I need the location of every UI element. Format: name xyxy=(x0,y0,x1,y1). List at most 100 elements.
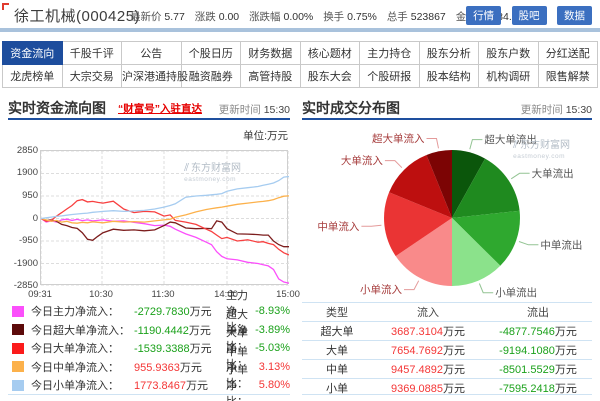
legend-swatch-small xyxy=(12,379,24,391)
flow-legend: 今日主力净流入： -2729.7830万元 主力净比： -8.93% 今日超大单净… xyxy=(12,290,290,401)
header-buttons: 行情 股吧 数据 xyxy=(460,6,592,25)
money-flow-panel-header: 实时资金流向图 “财富号”入驻直达 更新时间 15:30 xyxy=(8,98,290,120)
table-row: 小单 9369.0885万元 -7595.2418万元 xyxy=(302,378,592,398)
inflow-value: 9457.4892 xyxy=(391,364,443,376)
tab-financial-data[interactable]: 财务数据 xyxy=(240,41,301,65)
table-header-row: 类型 流入 流出 xyxy=(302,302,592,322)
tab-margin-trading[interactable]: 融资融券 xyxy=(180,64,241,88)
x-axis-tick: 10:30 xyxy=(89,289,113,300)
legend-value: -1539.3388 xyxy=(134,343,190,356)
outflow-value: -8501.5529 xyxy=(499,364,555,376)
pie-slice xyxy=(426,150,452,218)
pie-slice-label: 大单流入 xyxy=(341,154,383,167)
flow-line xyxy=(41,175,289,220)
data-button[interactable]: 数据 xyxy=(557,6,592,25)
tab-dragon-tiger[interactable]: 龙虎榜单 xyxy=(2,64,63,88)
tab-holder-analysis[interactable]: 股东分析 xyxy=(418,41,479,65)
unit-label: 单位:万元 xyxy=(243,130,288,142)
table-row: 超大单 3687.3104万元 -4877.7546万元 xyxy=(302,321,592,341)
money-flow-title: 实时资金流向图 xyxy=(8,100,106,116)
tab-shareholder-meeting[interactable]: 股东大会 xyxy=(299,64,360,88)
legend-value: -2729.7830 xyxy=(134,306,190,319)
pie-slice xyxy=(395,218,452,286)
legend-ratio: 5.80% xyxy=(258,379,290,392)
inflow-value: 7654.7692 xyxy=(391,345,443,357)
flow-line xyxy=(41,217,289,284)
stat-value: 5.77 xyxy=(164,11,185,23)
y-axis-tick: 950 xyxy=(22,190,38,201)
y-axis-tick: 2850 xyxy=(16,145,38,156)
tab-stock-calendar[interactable]: 个股日历 xyxy=(180,41,241,65)
pie-slice xyxy=(452,158,520,218)
legend-row-large: 今日大单净流入： -1539.3388万元 大单净比： -5.03% xyxy=(12,327,290,371)
legend-row-medium: 今日中单净流入： 955.9363万元 中单净比： 3.13% xyxy=(12,346,290,390)
update-time: 更新时间 15:30 xyxy=(218,104,290,116)
watermark: ⫽ 东方财富网 eastmoney.com xyxy=(513,139,570,161)
header: 徐工机械(000425) 最新价 5.77 涨跌 0.00 涨跌幅 0.00% … xyxy=(0,0,600,28)
tab-main-positions[interactable]: 主力持仓 xyxy=(359,41,420,65)
tab-block-trades[interactable]: 大宗交易 xyxy=(61,64,122,88)
tab-announcements[interactable]: 公告 xyxy=(121,41,182,65)
x-axis-tick: 09:31 xyxy=(28,289,52,300)
legend-swatch-xl xyxy=(12,324,24,336)
tab-share-structure[interactable]: 股本结构 xyxy=(418,64,479,88)
money-flow-chart: 2850 1900 950 0 -950 -1900 -2850 ⫽ 东方财富网 eastmo… xyxy=(8,145,300,300)
line-chart-svg xyxy=(41,151,289,286)
tab-hk-connect[interactable]: 沪深港通持股 xyxy=(121,64,188,88)
pie-slice xyxy=(452,210,520,266)
pie-slice-label: 中单流出 xyxy=(540,238,582,251)
stat-label: 涨跌 xyxy=(194,11,216,23)
stat-label: 涨跌幅 xyxy=(249,11,281,23)
watermark-logo-icon: ⫽ xyxy=(184,162,189,174)
y-axis-tick: -2850 xyxy=(13,280,38,291)
tab-dividends[interactable]: 分红送配 xyxy=(537,41,598,65)
pie-slice-label: 超大单流出 xyxy=(484,133,537,146)
guba-button[interactable]: 股吧 xyxy=(511,6,547,25)
pie-slice-label: 小单流出 xyxy=(495,286,537,299)
quote-button[interactable]: 行情 xyxy=(466,6,502,25)
tab-core-themes[interactable]: 核心题材 xyxy=(299,41,360,65)
pie-slice-label: 超大单流入 xyxy=(372,132,425,145)
inflow-value: 3687.3104 xyxy=(391,326,443,338)
money-flow-panel: 实时资金流向图 “财富号”入驻直达 更新时间 15:30 单位:万元 2850 1… xyxy=(8,98,300,401)
tab-research-reports[interactable]: 个股研报 xyxy=(359,64,420,88)
legend-ratio: -3.89% xyxy=(255,323,290,336)
legend-value: 955.9363 xyxy=(134,361,180,374)
pie-slice xyxy=(389,155,452,218)
tab-lockup-release[interactable]: 限售解禁 xyxy=(537,64,598,88)
legend-ratio: -5.03% xyxy=(255,342,290,355)
table-row: 大单 7654.7692万元 -9194.1080万元 xyxy=(302,340,592,360)
flow-line xyxy=(41,217,289,248)
legend-swatch-medium xyxy=(12,361,24,373)
legend-ratio: -8.93% xyxy=(255,305,290,318)
pie-slice-label: 大单流出 xyxy=(532,167,574,180)
tab-capital-flow[interactable]: 资金流向 xyxy=(2,41,63,65)
stat-value: 0.75% xyxy=(347,11,377,23)
tab-stock-comments[interactable]: 千股千评 xyxy=(61,41,122,65)
distribution-panel-header: 实时成交分布图 更新时间 15:30 xyxy=(302,98,592,120)
pie-slice-label: 中单流入 xyxy=(317,220,359,233)
legend-row-xl: 今日超大单净流入： -1190.4442万元 超大单净比： -3.89% xyxy=(12,309,290,353)
stat-label: 换手 xyxy=(323,11,345,23)
distribution-table: 类型 流入 流出 超大单 3687.3104万元 -4877.7546万元 大单… xyxy=(302,302,592,398)
pie-slice xyxy=(384,192,452,257)
distribution-title: 实时成交分布图 xyxy=(302,100,400,116)
legend-swatch-main xyxy=(12,305,24,317)
tab-institution-survey[interactable]: 机构调研 xyxy=(478,64,539,88)
corner-mark xyxy=(2,3,9,10)
x-axis-tick: 14:00 xyxy=(214,289,238,300)
flow-line xyxy=(41,198,289,256)
tab-executive-holdings[interactable]: 高管持股 xyxy=(240,64,301,88)
pie-slice xyxy=(452,218,501,286)
stat-label: 最新价 xyxy=(130,11,162,23)
distribution-panel: 实时成交分布图 更新时间 15:30 超大单流出大单流出中单流出小单流出 小单流入… xyxy=(302,98,592,398)
nav-tabs: 资金流向 千股千评 公告 个股日历 财务数据 核心题材 主力持仓 股东分析 股东… xyxy=(2,41,598,88)
pie-slice-label: 小单流入 xyxy=(360,283,402,296)
tab-holder-count[interactable]: 股东户数 xyxy=(478,41,539,65)
caifuhao-link[interactable]: “财富号”入驻直达 xyxy=(118,103,202,115)
legend-value: 1773.8467 xyxy=(134,380,186,393)
stat-value: 0.00 xyxy=(218,11,240,23)
stat-value: 523867 xyxy=(410,11,446,23)
y-axis-tick: -1900 xyxy=(13,258,38,269)
